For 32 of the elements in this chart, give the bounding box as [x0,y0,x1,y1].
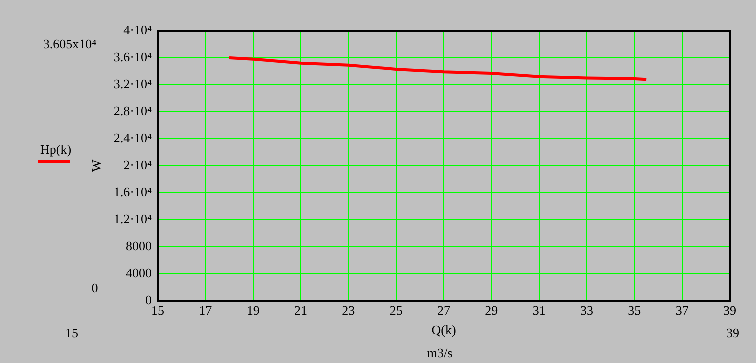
x-tick-label: 19 [246,303,260,318]
x-tick-label: 31 [532,303,546,318]
text: Hp(k) [40,142,72,157]
x-tick-label: 17 [199,303,213,318]
y-tick-label: 3.6·10⁴ [114,49,152,64]
x-tick-label: 23 [342,303,356,318]
y-tick-label: 0 [146,292,152,308]
x-tick-label: 27 [438,303,451,318]
y-tick-label: 1.2·10⁴ [114,211,152,226]
text: m3/s [427,345,453,360]
y-tick-label: 4·10⁴ [124,22,152,38]
x-tick-label: 15 [152,303,164,318]
x-tick-label: 21 [294,303,308,318]
text: 15 [66,325,78,340]
x-tick-label: 33 [580,303,594,318]
text: 39 [726,325,740,340]
text: 3.605x10⁴ [43,36,98,52]
x-tick-label: 35 [628,303,642,318]
y-tick-label: 2.4·10⁴ [114,130,152,146]
y-tick-label: 8000 [126,238,152,254]
x-tick-label: 39 [724,303,736,318]
text: 0 [92,280,98,296]
y-tick-label: 2.8·10⁴ [114,103,152,118]
y-tick-label: 1.6·10⁴ [114,184,152,200]
y-tick-label: 3.2·10⁴ [114,76,152,92]
y-axis-title: W [89,159,104,172]
x-tick-label: 25 [390,303,403,318]
x-axis-title: Q(k) [432,322,456,338]
x-tick-label: 29 [485,303,498,318]
y-tick-label: 4000 [126,265,152,280]
x-tick-label: 37 [676,303,690,318]
y-tick-label: 2·10⁴ [124,157,152,172]
